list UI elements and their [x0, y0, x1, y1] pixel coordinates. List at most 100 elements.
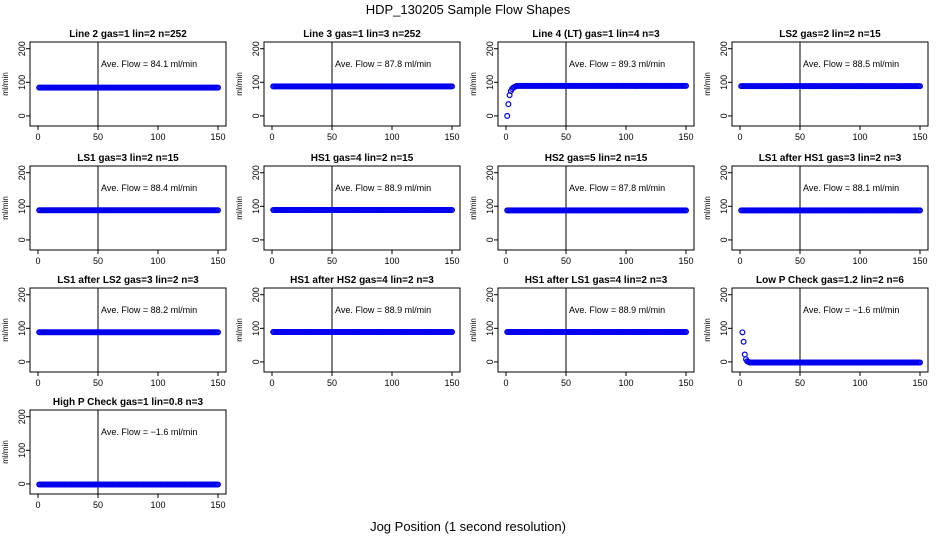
panel-title: LS2 gas=2 lin=2 n=15	[779, 29, 881, 40]
panel-6: HS1 gas=4 lin=2 n=15 ml/min 0 100 200 0 50 100 1…	[235, 153, 461, 266]
plot-frame	[29, 409, 227, 495]
y-axis-label: ml/min	[1, 72, 10, 96]
panel-title: HS2 gas=5 lin=2 n=15	[545, 153, 648, 164]
plot-frame	[29, 287, 227, 373]
plot-frame	[731, 41, 929, 127]
panel-5: LS1 gas=3 lin=2 n=15 ml/min 0 100 200 0 50 100 1…	[1, 153, 227, 266]
x-tick-label: 100	[150, 378, 165, 388]
x-tick-label: 0	[35, 500, 40, 510]
x-tick-label: 100	[618, 256, 633, 266]
y-tick-label: 0	[251, 113, 261, 118]
panel-title: HS1 after LS1 gas=4 lin=2 n=3	[525, 275, 668, 286]
panel-title: LS1 after HS1 gas=3 lin=2 n=3	[759, 153, 902, 164]
x-tick-label: 100	[150, 500, 165, 510]
data-point	[682, 207, 689, 214]
ave-flow-annotation: Ave. Flow = 88.9 ml/min	[569, 305, 665, 315]
panel-4: LS2 gas=2 lin=2 n=15 ml/min 0 100 200 0 50 100 1…	[703, 29, 929, 142]
x-tick-label: 0	[737, 132, 742, 142]
panel-title: Line 2 gas=1 lin=2 n=252	[69, 29, 187, 40]
x-tick-label: 150	[912, 132, 927, 142]
panel-title: High P Check gas=1 lin=0.8 n=3	[53, 397, 204, 408]
y-tick-label: 200	[17, 409, 27, 424]
data-point	[449, 329, 456, 336]
x-tick-label: 50	[93, 500, 103, 510]
data-points	[738, 207, 923, 214]
x-tick-label: 100	[384, 378, 399, 388]
x-tick-label: 0	[737, 378, 742, 388]
x-tick-label: 50	[93, 256, 103, 266]
y-tick-label: 100	[485, 321, 495, 336]
data-point	[504, 112, 511, 119]
y-axis-label: ml/min	[1, 440, 10, 464]
ave-flow-annotation: Ave. Flow = 88.9 ml/min	[335, 305, 431, 315]
x-tick-label: 50	[561, 378, 571, 388]
x-tick-label: 50	[327, 378, 337, 388]
y-tick-label: 0	[719, 113, 729, 118]
y-tick-label: 0	[251, 359, 261, 364]
panel-12: Low P Check gas=1.2 lin=2 n=6 ml/min 0 100 2…	[703, 275, 929, 388]
plot-frame	[497, 287, 695, 373]
ave-flow-annotation: Ave. Flow = 88.2 ml/min	[101, 305, 197, 315]
y-tick-label: 0	[17, 359, 27, 364]
ave-flow-annotation: Ave. Flow = 87.8 ml/min	[335, 59, 431, 69]
y-tick-label: 0	[17, 237, 27, 242]
y-axis-label: ml/min	[235, 72, 244, 96]
y-axis-label: ml/min	[469, 318, 478, 342]
plot-frame	[731, 287, 929, 373]
y-tick-label: 0	[719, 237, 729, 242]
x-tick-label: 100	[384, 132, 399, 142]
x-tick-label: 0	[35, 132, 40, 142]
panel-title: HS1 gas=4 lin=2 n=15	[311, 153, 414, 164]
panel-13: High P Check gas=1 lin=0.8 n=3 ml/min 0 100…	[1, 397, 227, 510]
x-tick-label: 50	[795, 378, 805, 388]
data-points	[270, 329, 456, 336]
y-tick-label: 0	[719, 359, 729, 364]
y-tick-label: 100	[719, 199, 729, 214]
x-tick-label: 0	[35, 256, 40, 266]
y-tick-label: 200	[485, 165, 495, 180]
panel-2: Line 3 gas=1 lin=3 n=252 ml/min 0 100 200 0 50…	[235, 29, 461, 142]
x-tick-label: 150	[912, 378, 927, 388]
data-point	[916, 207, 923, 214]
x-tick-label: 0	[269, 132, 274, 142]
y-tick-label: 0	[485, 237, 495, 242]
ave-flow-annotation: Ave. Flow = 88.1 ml/min	[803, 183, 899, 193]
data-points	[270, 207, 456, 214]
y-tick-label: 200	[251, 41, 261, 56]
y-axis-label: ml/min	[469, 196, 478, 220]
y-tick-label: 100	[485, 199, 495, 214]
x-tick-label: 100	[384, 256, 399, 266]
data-points	[36, 84, 222, 91]
y-axis-label: ml/min	[703, 196, 712, 220]
x-tick-label: 150	[444, 256, 459, 266]
y-tick-label: 0	[251, 237, 261, 242]
data-point	[916, 359, 923, 366]
panel-title: Line 3 gas=1 lin=3 n=252	[303, 29, 421, 40]
x-tick-label: 100	[852, 256, 867, 266]
x-tick-label: 0	[35, 378, 40, 388]
y-tick-label: 100	[251, 321, 261, 336]
panel-title: Low P Check gas=1.2 lin=2 n=6	[756, 275, 904, 286]
x-tick-label: 50	[327, 256, 337, 266]
x-tick-label: 100	[618, 132, 633, 142]
data-points	[36, 207, 222, 214]
data-point	[741, 351, 748, 358]
data-points	[270, 83, 456, 90]
plot-frame	[731, 165, 929, 251]
y-tick-label: 200	[17, 165, 27, 180]
x-tick-label: 150	[210, 256, 225, 266]
data-points	[738, 83, 923, 90]
x-tick-label: 150	[444, 132, 459, 142]
data-point	[739, 329, 746, 336]
y-tick-label: 100	[17, 199, 27, 214]
data-point	[215, 207, 222, 214]
y-tick-label: 100	[251, 199, 261, 214]
ave-flow-annotation: Ave. Flow = 88.4 ml/min	[101, 183, 197, 193]
x-tick-label: 50	[561, 132, 571, 142]
x-tick-label: 100	[618, 378, 633, 388]
x-tick-label: 50	[327, 132, 337, 142]
x-tick-label: 0	[269, 256, 274, 266]
data-point	[215, 481, 222, 488]
data-point	[682, 82, 689, 89]
y-tick-label: 200	[17, 41, 27, 56]
